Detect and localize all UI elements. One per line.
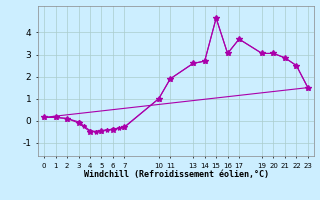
X-axis label: Windchill (Refroidissement éolien,°C): Windchill (Refroidissement éolien,°C)	[84, 170, 268, 179]
